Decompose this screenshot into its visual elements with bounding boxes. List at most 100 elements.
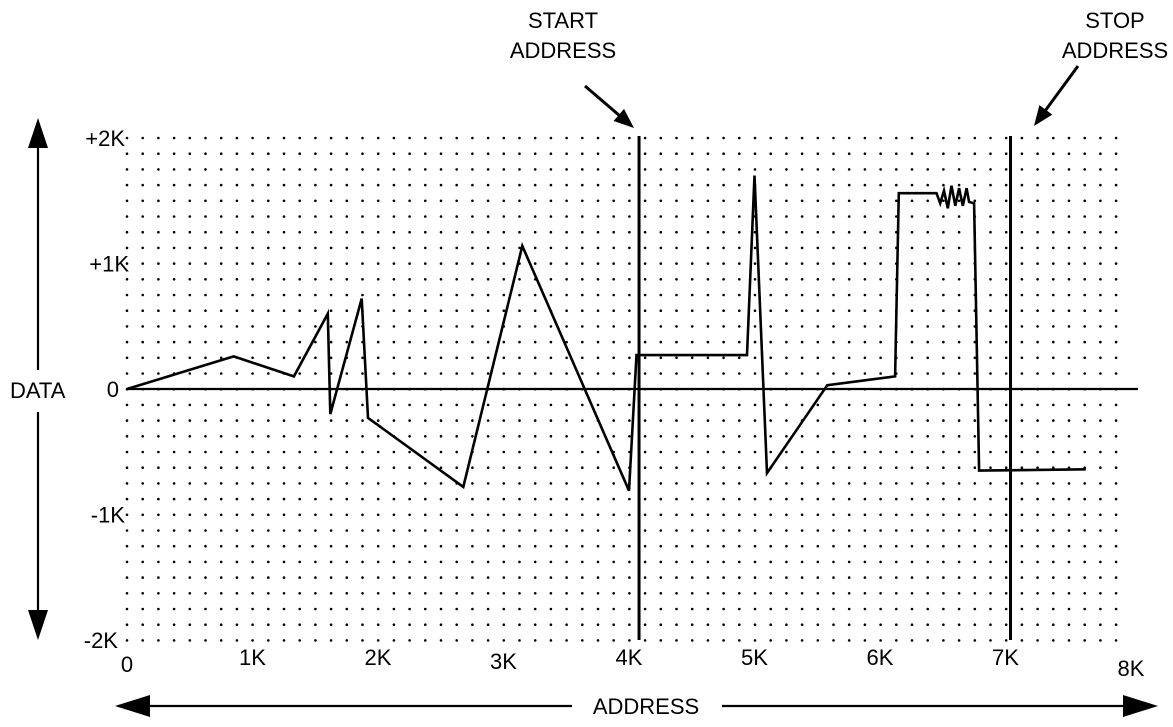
grid-dot bbox=[204, 183, 207, 187]
grid-dot bbox=[267, 215, 270, 218]
grid-dot bbox=[1067, 136, 1071, 140]
grid-dot bbox=[690, 246, 694, 250]
grid-dot bbox=[565, 136, 568, 140]
grid-dot bbox=[204, 544, 207, 548]
grid-dot bbox=[1067, 513, 1071, 517]
grid-dot bbox=[1067, 592, 1071, 595]
grid-dot bbox=[125, 639, 129, 642]
grid-dot bbox=[455, 152, 459, 155]
grid-dot bbox=[329, 230, 333, 234]
grid-dot bbox=[581, 560, 584, 564]
grid-dot bbox=[1114, 309, 1118, 313]
grid-dot bbox=[157, 450, 160, 454]
grid-dot bbox=[659, 576, 663, 579]
grid-dot bbox=[345, 482, 349, 485]
grid-dot bbox=[1020, 576, 1024, 579]
grid-dot bbox=[675, 309, 678, 313]
grid-dot bbox=[549, 419, 553, 422]
grid-dot bbox=[628, 419, 631, 422]
grid-dot bbox=[235, 246, 239, 250]
grid-dot bbox=[204, 529, 207, 532]
grid-dot bbox=[125, 152, 129, 155]
grid-dot bbox=[989, 136, 992, 140]
grid-dot bbox=[502, 309, 506, 313]
grid-dot bbox=[502, 497, 506, 501]
grid-dot bbox=[439, 340, 443, 344]
grid-dot bbox=[1083, 529, 1086, 532]
grid-dot bbox=[643, 592, 647, 595]
grid-dot bbox=[973, 136, 977, 140]
grid-dot bbox=[1083, 607, 1086, 611]
grid-dot bbox=[157, 278, 160, 281]
grid-dot bbox=[722, 607, 725, 611]
grid-dot bbox=[408, 372, 411, 375]
grid-dot bbox=[298, 199, 302, 203]
grid-dot bbox=[628, 576, 631, 579]
grid-dot bbox=[847, 576, 851, 579]
grid-dot bbox=[219, 168, 223, 171]
grid-dot bbox=[172, 607, 176, 611]
grid-dot bbox=[847, 450, 851, 454]
grid-dot bbox=[376, 246, 380, 250]
grid-dot bbox=[439, 372, 443, 375]
grid-dot bbox=[518, 450, 521, 454]
grid-dot bbox=[408, 639, 411, 642]
grid-dot bbox=[1020, 607, 1024, 611]
grid-dot bbox=[643, 639, 647, 642]
grid-dot bbox=[879, 623, 882, 626]
grid-dot bbox=[1114, 450, 1118, 454]
grid-dot bbox=[376, 168, 380, 171]
grid-dot bbox=[643, 435, 647, 438]
grid-dot bbox=[612, 497, 615, 501]
grid-dot bbox=[800, 513, 804, 517]
grid-dot bbox=[471, 592, 474, 595]
grid-dot bbox=[659, 136, 663, 140]
grid-dot bbox=[895, 623, 898, 626]
grid-dot bbox=[628, 152, 631, 155]
grid-dot bbox=[376, 450, 380, 454]
grid-dot bbox=[502, 403, 506, 407]
grid-dot bbox=[376, 340, 380, 344]
grid-dot bbox=[219, 435, 223, 438]
grid-dot bbox=[549, 529, 553, 532]
grid-dot bbox=[1114, 482, 1118, 485]
grid-dot bbox=[219, 466, 223, 470]
grid-dot bbox=[235, 513, 239, 517]
grid-dot bbox=[471, 136, 474, 140]
grid-dot bbox=[769, 293, 772, 297]
grid-dot bbox=[235, 230, 239, 234]
grid-dot bbox=[455, 278, 459, 281]
grid-dot bbox=[832, 356, 835, 360]
grid-dot bbox=[314, 230, 317, 234]
grid-dot bbox=[1020, 340, 1024, 344]
grid-dot bbox=[565, 607, 568, 611]
grid-dot bbox=[1004, 639, 1008, 642]
grid-dot bbox=[926, 262, 929, 265]
grid-dot bbox=[753, 136, 757, 140]
grid-dot bbox=[989, 403, 992, 407]
grid-dot bbox=[486, 262, 490, 265]
grid-dot bbox=[1020, 513, 1024, 517]
grid-dot bbox=[738, 623, 741, 626]
grid-dot bbox=[769, 199, 772, 203]
grid-dot bbox=[1099, 309, 1102, 313]
grid-dot bbox=[125, 576, 129, 579]
grid-dot bbox=[157, 576, 160, 579]
grid-dot bbox=[895, 183, 898, 187]
grid-dot bbox=[471, 513, 474, 517]
grid-dot bbox=[675, 199, 678, 203]
grid-dot bbox=[251, 325, 254, 328]
grid-dot bbox=[565, 183, 568, 187]
grid-dot bbox=[800, 183, 804, 187]
grid-dot bbox=[471, 278, 474, 281]
grid-dot bbox=[738, 497, 741, 501]
grid-dot bbox=[471, 168, 474, 171]
grid-dot bbox=[1052, 403, 1055, 407]
grid-dot bbox=[424, 230, 427, 234]
grid-dot bbox=[816, 544, 820, 548]
grid-dot bbox=[282, 544, 286, 548]
grid-dot bbox=[439, 592, 443, 595]
grid-dot bbox=[1004, 513, 1008, 517]
grid-dot bbox=[1099, 168, 1102, 171]
grid-dot bbox=[753, 325, 757, 328]
